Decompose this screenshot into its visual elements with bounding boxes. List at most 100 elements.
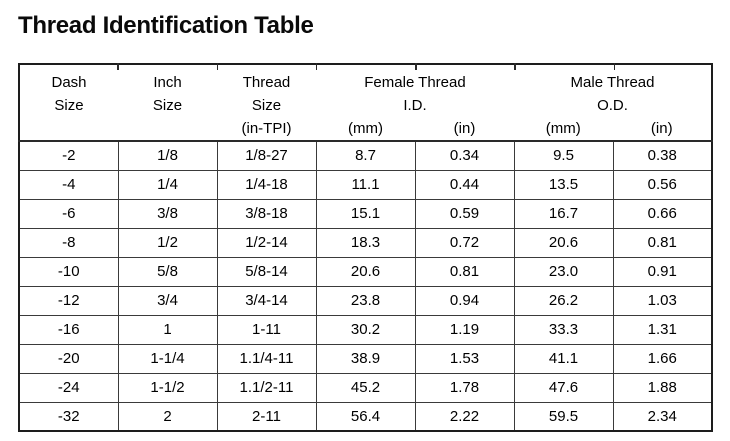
cell-female-id-mm: 15.1 [315,198,416,229]
cell-dash-size: -8 [18,227,119,258]
header-inch-line2: Size [152,97,183,114]
cell-male-od-mm: 47.6 [513,372,614,403]
table-row: -20 1-1/4 1.1/4-11 38.9 1.53 41.1 1.66 [18,343,713,374]
header-thread-line1: Thread [242,74,291,91]
cell-dash-size: -20 [18,343,119,374]
header-male-line1: Male Thread [570,74,655,91]
thread-identification-table: Dash Size Inch Size Thread Size (in-TPI)… [18,63,713,432]
cell-thread-size: 3/4-14 [216,285,317,316]
cell-inch-size: 1/8 [117,140,218,171]
cell-male-od-in: 0.66 [612,198,713,229]
cell-male-od-mm: 13.5 [513,169,614,200]
cell-male-od-in: 0.38 [612,140,713,171]
table-row: -16 1 1-11 30.2 1.19 33.3 1.31 [18,314,713,345]
cell-male-od-mm: 20.6 [513,227,614,258]
cell-female-id-in: 1.53 [414,343,515,374]
header-thread-line3: (in-TPI) [241,120,292,137]
cell-dash-size: -12 [18,285,119,316]
cell-female-id-mm: 23.8 [315,285,416,316]
column-boundary-tick [613,63,616,70]
cell-dash-size: -24 [18,372,119,403]
cell-female-id-mm: 18.3 [315,227,416,258]
header-thread-size: Thread Size (in-TPI) [217,64,316,142]
cell-male-od-mm: 9.5 [513,140,614,171]
cell-male-od-mm: 59.5 [513,401,614,432]
cell-inch-size: 5/8 [117,256,218,287]
cell-dash-size: -10 [18,256,119,287]
cell-female-id-in: 1.19 [414,314,515,345]
table-row: -24 1-1/2 1.1/2-11 45.2 1.78 47.6 1.88 [18,372,713,403]
header-female-in: (in) [453,120,476,137]
cell-inch-size: 1/2 [117,227,218,258]
cell-inch-size: 1-1/4 [117,343,218,374]
cell-dash-size: -6 [18,198,119,229]
cell-thread-size: 2-11 [216,401,317,432]
cell-male-od-in: 1.31 [612,314,713,345]
header-dash-line1: Dash [51,74,87,91]
cell-thread-size: 5/8-14 [216,256,317,287]
cell-female-id-in: 0.44 [414,169,515,200]
table-row: -32 2 2-11 56.4 2.22 59.5 2.34 [18,401,713,432]
cell-thread-size: 3/8-18 [216,198,317,229]
cell-male-od-in: 0.81 [612,227,713,258]
cell-female-id-in: 0.59 [414,198,515,229]
cell-male-od-in: 2.34 [612,401,713,432]
header-female-mm: (mm) [348,120,383,137]
cell-male-od-mm: 26.2 [513,285,614,316]
header-inch-size: Inch Size [118,64,217,142]
cell-dash-size: -4 [18,169,119,200]
cell-male-od-mm: 33.3 [513,314,614,345]
header-thread-line2: Size [251,97,282,114]
cell-dash-size: -32 [18,401,119,432]
cell-male-od-mm: 16.7 [513,198,614,229]
cell-thread-size: 1-11 [216,314,317,345]
cell-female-id-in: 0.34 [414,140,515,171]
cell-female-id-in: 2.22 [414,401,515,432]
cell-dash-size: -16 [18,314,119,345]
cell-female-id-mm: 45.2 [315,372,416,403]
cell-thread-size: 1/4-18 [216,169,317,200]
cell-thread-size: 1/8-27 [216,140,317,171]
cell-inch-size: 1-1/2 [117,372,218,403]
table-row: -2 1/8 1/8-27 8.7 0.34 9.5 0.38 [18,140,713,171]
data-table: Dash Size Inch Size Thread Size (in-TPI)… [18,63,713,432]
cell-male-od-in: 0.91 [612,256,713,287]
header-female-line2: I.D. [403,97,427,114]
header-inch-line1: Inch [153,74,182,91]
cell-inch-size: 1/4 [117,169,218,200]
cell-female-id-in: 0.81 [414,256,515,287]
cell-thread-size: 1/2-14 [216,227,317,258]
column-boundary-tick [514,63,517,70]
column-boundary-tick [415,63,417,70]
table-row: -4 1/4 1/4-18 11.1 0.44 13.5 0.56 [18,169,713,200]
cell-male-od-in: 1.66 [612,343,713,374]
table-header-row: Dash Size Inch Size Thread Size (in-TPI)… [19,64,712,142]
cell-male-od-in: 1.88 [612,372,713,403]
cell-inch-size: 1 [117,314,218,345]
header-male-mm: (mm) [545,120,581,137]
table-row: -12 3/4 3/4-14 23.8 0.94 26.2 1.03 [18,285,713,316]
header-female-thread: Female Thread I.D. (mm) (in) [316,64,514,142]
cell-female-id-mm: 30.2 [315,314,416,345]
page-title: Thread Identification Table [18,12,314,39]
cell-female-id-mm: 56.4 [315,401,416,432]
table-row: -6 3/8 3/8-18 15.1 0.59 16.7 0.66 [18,198,713,229]
header-male-thread: Male Thread O.D. (mm) (in) [514,64,712,142]
cell-thread-size: 1.1/4-11 [216,343,317,374]
header-male-in: (in) [650,120,673,137]
cell-inch-size: 3/8 [117,198,218,229]
cell-dash-size: -2 [18,140,119,171]
column-boundary-tick [216,63,219,70]
cell-inch-size: 2 [117,401,218,432]
cell-female-id-mm: 8.7 [315,140,416,171]
cell-female-id-in: 1.78 [414,372,515,403]
cell-female-id-mm: 11.1 [315,169,416,200]
cell-female-id-in: 0.72 [414,227,515,258]
cell-female-id-mm: 38.9 [315,343,416,374]
column-boundary-tick [315,63,318,70]
table-row: -8 1/2 1/2-14 18.3 0.72 20.6 0.81 [18,227,713,258]
header-male-line2: O.D. [597,97,628,114]
column-boundary-tick [117,63,119,70]
header-dash-line2: Size [54,97,84,114]
